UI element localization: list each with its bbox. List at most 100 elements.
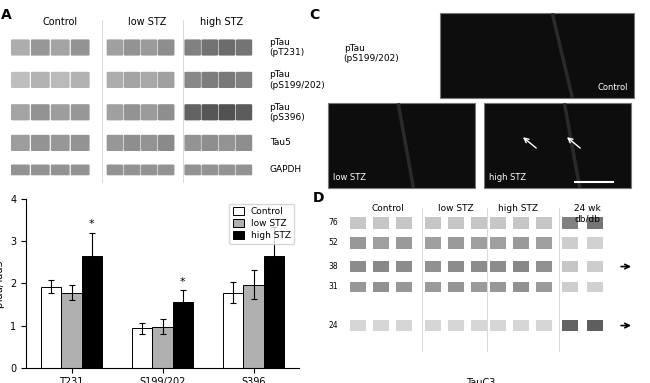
Bar (587, 261, 603, 272)
Text: high STZ: high STZ (499, 204, 538, 213)
Bar (425, 237, 441, 249)
Text: 76: 76 (328, 218, 338, 227)
Text: C: C (309, 8, 320, 22)
Bar (62, 293, 81, 368)
Text: Control: Control (371, 204, 404, 213)
FancyBboxPatch shape (185, 165, 201, 175)
FancyBboxPatch shape (11, 72, 30, 88)
Text: pTau
(pS396): pTau (pS396) (270, 103, 306, 122)
Bar (471, 237, 487, 249)
Bar (536, 261, 552, 272)
Text: low STZ: low STZ (333, 173, 365, 182)
Bar (536, 217, 552, 229)
Bar (153, 327, 172, 368)
FancyBboxPatch shape (218, 135, 235, 151)
Bar (587, 282, 603, 292)
FancyBboxPatch shape (202, 39, 218, 56)
FancyBboxPatch shape (71, 39, 90, 56)
FancyBboxPatch shape (107, 72, 124, 88)
Text: A: A (1, 8, 11, 22)
FancyBboxPatch shape (71, 72, 90, 88)
Bar (172, 303, 192, 368)
FancyBboxPatch shape (236, 72, 252, 88)
FancyBboxPatch shape (158, 39, 174, 56)
Bar (350, 321, 366, 331)
Text: 52: 52 (328, 239, 338, 247)
Text: 24 wk
db/db: 24 wk db/db (574, 204, 601, 224)
Bar (448, 282, 464, 292)
Bar (425, 321, 441, 331)
Bar (396, 261, 412, 272)
FancyBboxPatch shape (71, 135, 90, 151)
Text: Control: Control (597, 83, 628, 92)
FancyBboxPatch shape (51, 165, 70, 175)
Text: *: * (179, 277, 185, 287)
Bar (328, 103, 474, 188)
Text: high STZ: high STZ (489, 173, 526, 182)
FancyBboxPatch shape (185, 104, 201, 120)
Bar (263, 256, 283, 368)
Bar (396, 321, 412, 331)
FancyBboxPatch shape (202, 104, 218, 120)
FancyBboxPatch shape (141, 39, 157, 56)
FancyBboxPatch shape (202, 72, 218, 88)
Text: D: D (313, 191, 324, 205)
Bar (587, 237, 603, 249)
FancyBboxPatch shape (158, 165, 174, 175)
FancyBboxPatch shape (71, 165, 90, 175)
FancyBboxPatch shape (141, 135, 157, 151)
FancyBboxPatch shape (31, 104, 49, 120)
Bar (562, 261, 578, 272)
Bar (471, 282, 487, 292)
Bar (373, 282, 389, 292)
Bar (396, 282, 412, 292)
FancyBboxPatch shape (31, 72, 49, 88)
Bar (536, 237, 552, 249)
Bar (81, 256, 101, 368)
Bar (224, 293, 244, 368)
Bar (350, 282, 366, 292)
Text: 38: 38 (328, 262, 338, 271)
Bar (373, 217, 389, 229)
Bar (490, 321, 506, 331)
Bar (441, 13, 634, 98)
Bar (490, 237, 506, 249)
FancyBboxPatch shape (11, 135, 30, 151)
Text: Tau5: Tau5 (270, 138, 291, 147)
Bar (484, 103, 630, 188)
FancyBboxPatch shape (218, 104, 235, 120)
Bar (42, 287, 62, 368)
Bar (514, 237, 529, 249)
Bar (396, 217, 412, 229)
Bar (448, 217, 464, 229)
Bar (133, 329, 153, 368)
Bar (448, 261, 464, 272)
Text: *: * (88, 219, 94, 229)
FancyBboxPatch shape (107, 39, 124, 56)
Bar (373, 321, 389, 331)
Bar (562, 282, 578, 292)
Bar (536, 321, 552, 331)
Bar (350, 217, 366, 229)
FancyBboxPatch shape (124, 165, 140, 175)
FancyBboxPatch shape (107, 165, 124, 175)
Bar (471, 217, 487, 229)
FancyBboxPatch shape (158, 104, 174, 120)
FancyBboxPatch shape (71, 104, 90, 120)
FancyBboxPatch shape (202, 135, 218, 151)
Text: pTau
(pS199/202): pTau (pS199/202) (270, 70, 326, 90)
FancyBboxPatch shape (11, 165, 30, 175)
FancyBboxPatch shape (236, 165, 252, 175)
FancyBboxPatch shape (11, 104, 30, 120)
Bar (562, 321, 578, 331)
Text: GAPDH: GAPDH (270, 165, 302, 174)
FancyBboxPatch shape (236, 39, 252, 56)
Bar (490, 261, 506, 272)
Bar (448, 237, 464, 249)
Bar (425, 282, 441, 292)
Text: 24: 24 (328, 321, 338, 330)
FancyBboxPatch shape (218, 72, 235, 88)
Bar (373, 261, 389, 272)
Text: high STZ: high STZ (200, 17, 243, 27)
Text: 31: 31 (328, 282, 338, 291)
